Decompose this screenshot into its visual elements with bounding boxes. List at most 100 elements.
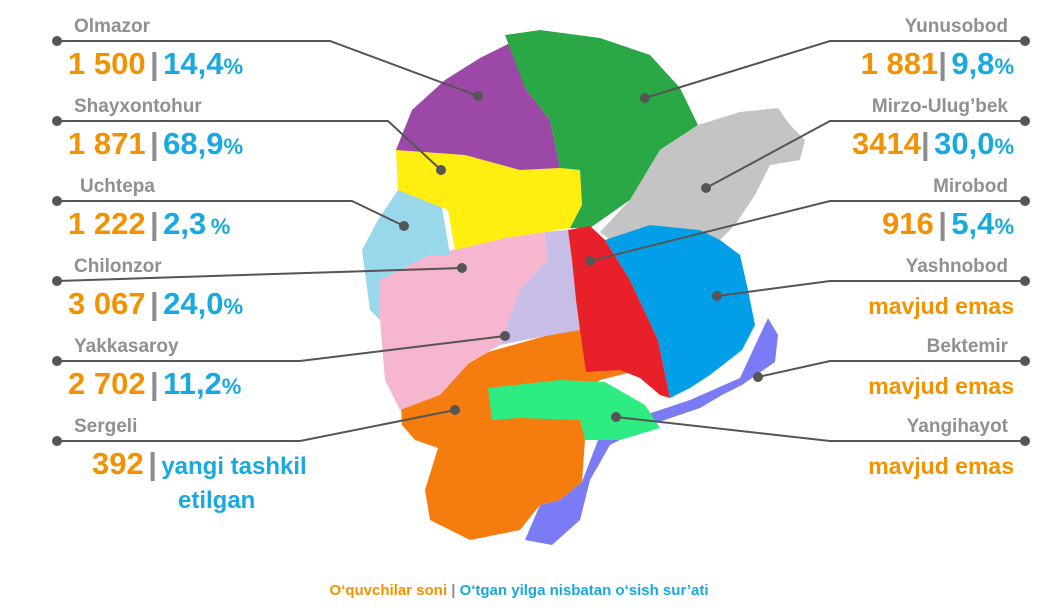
growth-rate: 30,0 bbox=[934, 126, 995, 161]
district-mirobod[interactable] bbox=[568, 226, 670, 398]
dot-chilonzor bbox=[457, 263, 467, 273]
dot-olmazor-end bbox=[52, 36, 62, 46]
dot-yangihayot-end bbox=[1020, 436, 1030, 446]
growth-rate: 2,3 bbox=[163, 206, 207, 241]
student-count: 2 702 bbox=[68, 366, 146, 401]
status-yangihayot: mavjud emas bbox=[868, 453, 1014, 480]
stats-mirobod: 916 | 5,4% bbox=[882, 206, 1014, 242]
not-available-text: mavjud emas bbox=[868, 453, 1014, 479]
dot-bektemir-end bbox=[1020, 356, 1030, 366]
growth-rate: 11,2 bbox=[163, 366, 222, 401]
sergeli-note-line2: etilgan bbox=[178, 487, 256, 514]
dot-uchtepa-end bbox=[52, 196, 62, 206]
label-sergeli: Sergeli bbox=[74, 416, 137, 438]
stats-yunusobod: 1 881| 9,8% bbox=[861, 46, 1014, 82]
dot-shayxontohur bbox=[436, 165, 446, 175]
not-available-text: mavjud emas bbox=[868, 293, 1014, 319]
label-mirzo-ulugbek: Mirzo-Ulug’bek bbox=[872, 96, 1008, 118]
dot-yangihayot bbox=[611, 412, 621, 422]
separator: | bbox=[150, 126, 159, 161]
stats-mirzo-ulugbek: 3414| 30,0% bbox=[852, 126, 1014, 162]
district-name: Mirobod bbox=[933, 176, 1008, 197]
leader-uchtepa bbox=[57, 200, 405, 227]
label-chilonzor: Chilonzor bbox=[74, 256, 162, 278]
district-name: Uchtepa bbox=[80, 176, 155, 197]
dot-shayxontohur-end bbox=[52, 116, 62, 126]
percent-sign: % bbox=[223, 54, 244, 79]
sergeli-note-line2-wrap: etilgan bbox=[178, 487, 255, 515]
district-sergeli[interactable] bbox=[400, 326, 650, 540]
label-yangihayot: Yangihayot bbox=[907, 416, 1008, 438]
label-uchtepa: Uchtepa bbox=[80, 176, 155, 198]
district-yakkasaroy[interactable] bbox=[500, 230, 580, 345]
growth-rate: 24,0 bbox=[163, 286, 224, 321]
growth-rate: 9,8 bbox=[951, 46, 995, 81]
student-count: 392 bbox=[92, 446, 144, 481]
growth-rate: 5,4 bbox=[951, 206, 995, 241]
caption-separator: | bbox=[451, 582, 456, 599]
dot-chilonzor-end bbox=[52, 276, 62, 286]
student-count: 3 067 bbox=[68, 286, 146, 321]
district-chilonzor[interactable] bbox=[380, 232, 548, 410]
percent-sign: % bbox=[994, 214, 1014, 239]
leader-mirobod bbox=[589, 200, 1025, 262]
stats-chilonzor: 3 067 | 24,0% bbox=[68, 286, 243, 322]
district-uchtepa[interactable] bbox=[362, 190, 450, 320]
percent-sign: % bbox=[994, 54, 1014, 79]
separator: | bbox=[150, 286, 159, 321]
leader-sergeli bbox=[57, 409, 456, 442]
leader-chilonzor bbox=[56, 267, 463, 282]
growth-rate: 14,4 bbox=[163, 46, 224, 81]
percent-sign: % bbox=[994, 134, 1014, 159]
label-yakkasaroy: Yakkasaroy bbox=[74, 336, 179, 358]
separator: | bbox=[150, 46, 159, 81]
dot-yakkasaroy bbox=[500, 331, 510, 341]
separator: | bbox=[150, 206, 159, 241]
legend-caption: O‘quvchilar soni | O‘tgan yilga nisbatan… bbox=[0, 582, 1038, 599]
student-count: 1 881 bbox=[860, 46, 939, 81]
district-yashnobod[interactable] bbox=[605, 225, 755, 398]
leader-mirzo-ulugbek bbox=[705, 120, 1025, 189]
percent-sign: % bbox=[223, 134, 244, 159]
district-mirzo-ulugbek[interactable] bbox=[600, 108, 805, 240]
not-available-text: mavjud emas bbox=[868, 373, 1014, 399]
district-name: Bektemir bbox=[926, 336, 1008, 357]
dot-yakkasaroy-end bbox=[52, 356, 62, 366]
district-yunusobod[interactable] bbox=[505, 30, 698, 228]
district-bektemir[interactable] bbox=[525, 318, 778, 545]
dot-mirzo-ulugbek-end bbox=[1020, 116, 1030, 126]
stats-olmazor: 1 500 | 14,4% bbox=[68, 46, 243, 82]
district-name: Chilonzor bbox=[74, 256, 162, 277]
label-yashnobod: Yashnobod bbox=[906, 256, 1008, 278]
dot-mirobod-end bbox=[1020, 196, 1030, 206]
student-count: 1 222 bbox=[68, 206, 146, 241]
stats-yakkasaroy: 2 702 | 11,2% bbox=[68, 366, 241, 402]
dot-olmazor bbox=[473, 91, 483, 101]
student-count: 3414 bbox=[851, 126, 921, 161]
district-name: Mirzo-Ulug’bek bbox=[871, 96, 1008, 117]
dot-mirzo-ulugbek bbox=[701, 183, 711, 193]
percent-sign: % bbox=[223, 294, 244, 319]
growth-rate: 68,9 bbox=[163, 126, 224, 161]
leader-yashnobod bbox=[716, 280, 1025, 297]
student-count: 916 bbox=[882, 206, 934, 241]
district-yangihayot[interactable] bbox=[488, 380, 660, 440]
stats-shayxontohur: 1 871 | 68,9% bbox=[68, 126, 243, 162]
district-name: Olmazor bbox=[74, 16, 151, 37]
percent-sign: % bbox=[210, 214, 231, 239]
status-bektemir: mavjud emas bbox=[868, 373, 1014, 400]
district-name: Yakkasaroy bbox=[74, 336, 179, 357]
dot-sergeli bbox=[450, 405, 460, 415]
dot-yunusobod-end bbox=[1020, 36, 1030, 46]
dot-bektemir bbox=[753, 372, 763, 382]
dot-mirobod bbox=[585, 256, 595, 266]
district-shayxontohur[interactable] bbox=[396, 150, 582, 250]
percent-sign: % bbox=[221, 374, 242, 399]
dot-yashnobod bbox=[712, 291, 722, 301]
leader-yangihayot bbox=[615, 416, 1025, 442]
dot-sergeli-end bbox=[52, 436, 62, 446]
label-olmazor: Olmazor bbox=[74, 16, 150, 38]
district-name: Yashnobod bbox=[905, 256, 1008, 277]
dot-uchtepa bbox=[399, 221, 409, 231]
